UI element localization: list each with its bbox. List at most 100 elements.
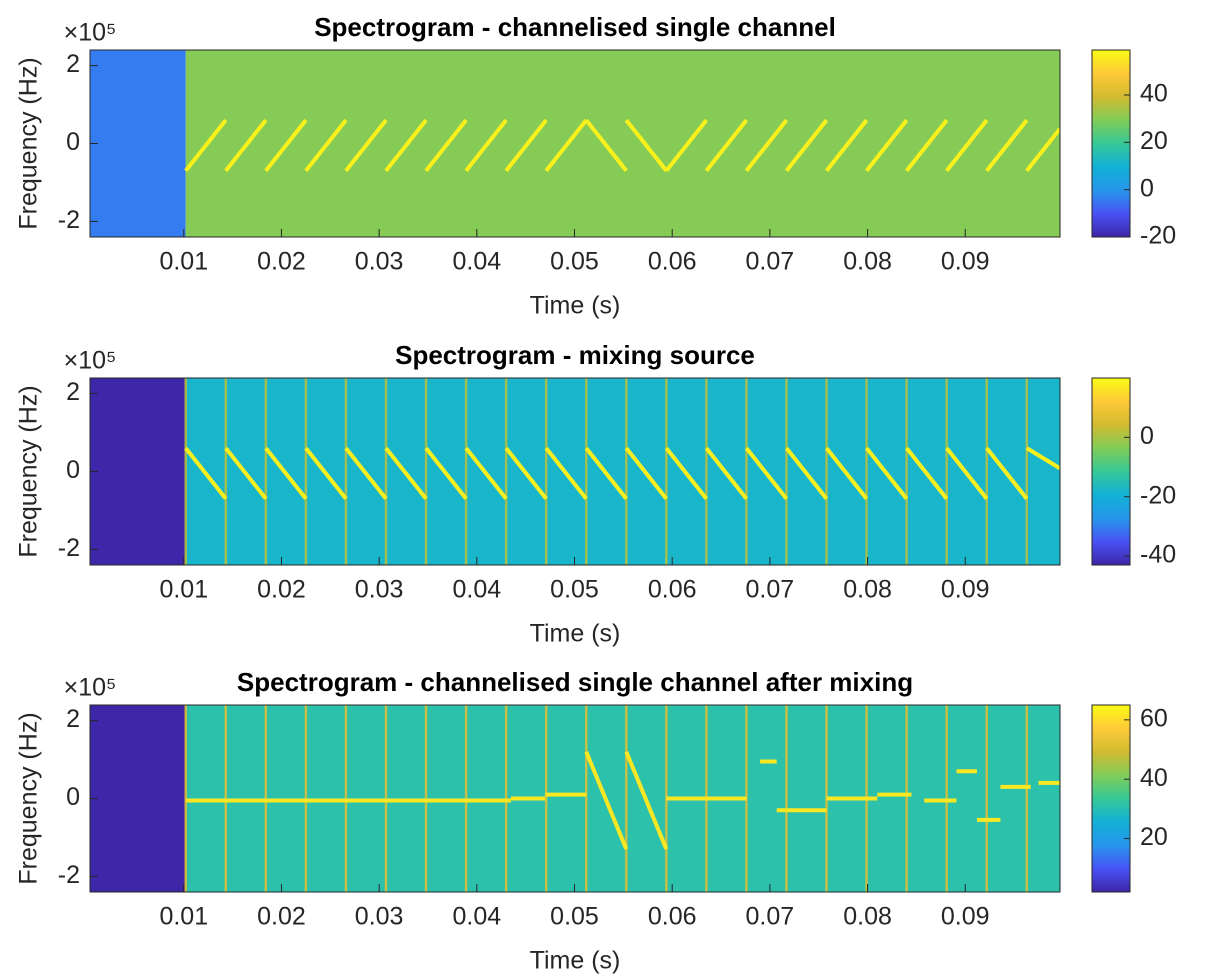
- trace: [544, 446, 588, 501]
- trace: [624, 446, 668, 501]
- y-tick-label: 2: [66, 378, 80, 406]
- trace: [744, 118, 789, 173]
- y-axis-label: Frequency (Hz): [15, 712, 43, 884]
- plot-area: [90, 378, 1060, 565]
- y-tick-label: -2: [58, 861, 80, 889]
- x-tick-label: 0.06: [648, 576, 697, 604]
- trace: [424, 446, 468, 501]
- x-tick-label: 0.08: [843, 576, 892, 604]
- chart-title: Spectrogram - channelised single channel: [314, 12, 836, 42]
- colorbar: [1091, 49, 1131, 238]
- x-tick-label: 0.01: [159, 576, 208, 604]
- trace: [704, 446, 749, 501]
- trace: [784, 446, 829, 501]
- y-axis-label: Frequency (Hz): [15, 385, 43, 557]
- trace: [184, 446, 228, 501]
- x-tick-label: 0.07: [746, 903, 795, 931]
- x-tick-label: 0.07: [746, 248, 795, 276]
- trace: [504, 118, 548, 173]
- trace: [905, 118, 949, 173]
- x-axis-label: Time (s): [530, 292, 621, 320]
- x-tick-label: 0.03: [355, 248, 404, 276]
- colorbar-tick-label: -40: [1140, 541, 1176, 569]
- chart-title: Spectrogram - mixing source: [395, 340, 755, 370]
- trace: [344, 118, 388, 173]
- x-tick-label: 0.01: [159, 248, 208, 276]
- y-tick-label: 2: [66, 705, 80, 733]
- x-tick-label: 0.08: [843, 248, 892, 276]
- trace: [1025, 446, 1060, 471]
- x-tick-label: 0.09: [941, 248, 990, 276]
- x-tick-label: 0.01: [159, 903, 208, 931]
- trace: [424, 118, 468, 173]
- x-tick-label: 0.04: [452, 576, 501, 604]
- y-tick-label: 0: [66, 128, 80, 156]
- background-region: [90, 705, 186, 892]
- y-tick-label: 0: [66, 783, 80, 811]
- y-multiplier: ×10⁵: [64, 347, 117, 375]
- plot-area: [90, 50, 1060, 237]
- trace: [905, 446, 949, 501]
- trace: [865, 446, 909, 501]
- x-tick-label: 0.02: [257, 248, 306, 276]
- background-region: [185, 50, 1060, 237]
- trace: [504, 446, 548, 501]
- colorbar: [1091, 704, 1131, 893]
- trace: [184, 118, 228, 173]
- x-tick-label: 0.02: [257, 903, 306, 931]
- x-axis-label: Time (s): [530, 620, 621, 648]
- trace: [584, 750, 629, 850]
- trace: [664, 446, 708, 501]
- x-tick-label: 0.03: [355, 903, 404, 931]
- trace: [744, 446, 789, 501]
- trace: [865, 118, 909, 173]
- x-axis-label: Time (s): [530, 947, 621, 975]
- background-region: [90, 50, 186, 237]
- trace: [624, 750, 669, 850]
- x-tick-label: 0.08: [843, 903, 892, 931]
- x-tick-label: 0.03: [355, 576, 404, 604]
- colorbar: [1091, 377, 1131, 566]
- x-tick-label: 0.05: [550, 903, 599, 931]
- y-multiplier: ×10⁵: [64, 674, 117, 702]
- colorbar-tick-label: -20: [1140, 222, 1176, 250]
- trace: [304, 118, 348, 173]
- x-tick-label: 0.09: [941, 576, 990, 604]
- colorbar-tick-label: 0: [1140, 174, 1154, 202]
- y-multiplier: ×10⁵: [64, 19, 117, 47]
- background-region: [185, 378, 1060, 565]
- trace: [584, 446, 628, 501]
- trace: [1025, 127, 1060, 173]
- trace: [264, 446, 308, 501]
- trace: [945, 446, 989, 501]
- colorbar-tick-label: -20: [1140, 481, 1176, 509]
- trace: [584, 118, 628, 173]
- x-tick-label: 0.06: [648, 903, 697, 931]
- trace: [704, 118, 749, 173]
- y-axis-label: Frequency (Hz): [15, 57, 43, 229]
- x-tick-label: 0.06: [648, 248, 697, 276]
- trace: [824, 446, 869, 501]
- trace: [945, 118, 989, 173]
- trace: [464, 118, 508, 173]
- colorbar-tick-label: 20: [1140, 127, 1168, 155]
- y-tick-label: 2: [66, 50, 80, 78]
- trace: [624, 118, 668, 173]
- trace: [304, 446, 348, 501]
- x-tick-label: 0.09: [941, 903, 990, 931]
- trace: [224, 446, 268, 501]
- trace: [344, 446, 388, 501]
- y-tick-label: 0: [66, 456, 80, 484]
- colorbar-tick-label: 40: [1140, 764, 1168, 792]
- x-tick-label: 0.07: [746, 576, 795, 604]
- trace: [824, 118, 869, 173]
- x-tick-label: 0.05: [550, 248, 599, 276]
- colorbar-tick-label: 40: [1140, 80, 1168, 108]
- x-tick-label: 0.05: [550, 576, 599, 604]
- colorbar-tick-label: 0: [1140, 422, 1154, 450]
- y-tick-label: -2: [58, 206, 80, 234]
- x-tick-label: 0.04: [452, 248, 501, 276]
- colorbar-tick-label: 60: [1140, 704, 1168, 732]
- trace: [384, 446, 428, 501]
